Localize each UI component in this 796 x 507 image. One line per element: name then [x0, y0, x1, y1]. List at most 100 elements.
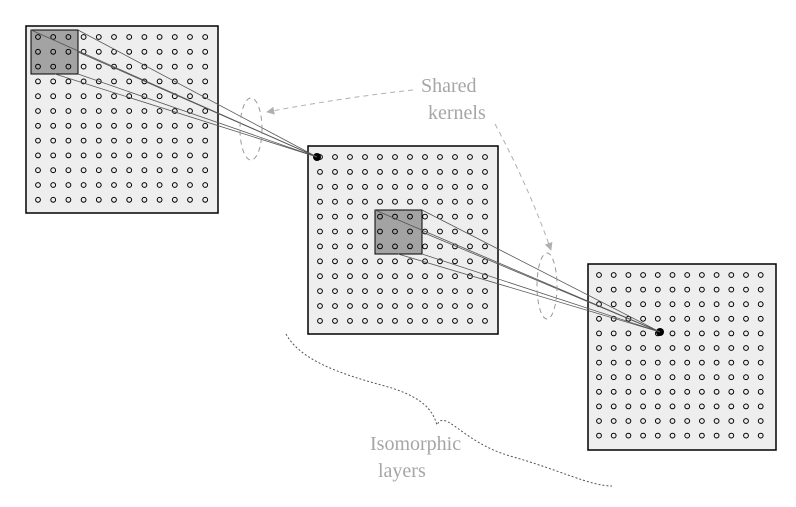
- neuron: [437, 258, 443, 265]
- neuron: [482, 169, 488, 175]
- neuron: [757, 432, 764, 439]
- neuron: [654, 345, 661, 351]
- neuron: [422, 243, 428, 250]
- neuron: [362, 258, 368, 265]
- neuron: [437, 154, 443, 160]
- neuron: [437, 243, 443, 250]
- neuron: [757, 374, 764, 381]
- neuron: [332, 273, 338, 280]
- neuron: [699, 388, 705, 395]
- neuron: [467, 243, 473, 250]
- neuron: [684, 272, 691, 278]
- neuron: [35, 78, 41, 85]
- neuron: [65, 167, 72, 174]
- neuron: [347, 169, 353, 175]
- neuron: [669, 286, 676, 293]
- neuron: [640, 301, 646, 308]
- neuron: [654, 388, 661, 395]
- neuron: [684, 330, 691, 337]
- neuron: [35, 167, 41, 174]
- neuron: [347, 273, 353, 280]
- neuron: [610, 330, 617, 337]
- neuron: [596, 286, 602, 293]
- neuron: [332, 303, 338, 309]
- neuron: [757, 286, 764, 293]
- neuron: [610, 418, 617, 424]
- neuron: [684, 432, 691, 439]
- neuron: [640, 330, 646, 337]
- neuron: [407, 243, 413, 250]
- neuron: [347, 318, 353, 324]
- neuron: [728, 432, 735, 439]
- neuron: [625, 345, 632, 351]
- neuron: [347, 303, 353, 309]
- neuron: [596, 418, 602, 424]
- neuron: [80, 167, 87, 174]
- neuron: [111, 196, 117, 203]
- neuron: [332, 288, 338, 295]
- neuron: [422, 273, 428, 280]
- neuron: [452, 258, 458, 265]
- isomorphic-layers-label-line2: layers: [378, 460, 426, 482]
- neuron: [126, 167, 133, 174]
- neuron: [669, 403, 676, 410]
- neuron: [437, 169, 443, 175]
- neuron: [95, 108, 102, 114]
- neuron: [95, 196, 102, 203]
- neuron: [95, 182, 102, 188]
- neuron: [65, 137, 72, 144]
- neuron: [669, 359, 676, 366]
- neuron: [187, 137, 193, 144]
- neuron: [757, 345, 764, 351]
- output-neuron-grid: [596, 272, 764, 439]
- neuron: [171, 48, 178, 55]
- neuron: [467, 318, 473, 324]
- neuron: [407, 273, 413, 280]
- neuron: [317, 273, 323, 280]
- neuron: [728, 374, 735, 381]
- neuron: [467, 303, 473, 309]
- neuron: [728, 315, 735, 322]
- neuron: [640, 286, 646, 293]
- neuron: [392, 243, 398, 250]
- neuron: [377, 213, 383, 220]
- neuron: [377, 243, 383, 250]
- neuron: [202, 34, 209, 40]
- neuron: [699, 301, 705, 308]
- neuron: [317, 169, 323, 175]
- neuron: [452, 303, 458, 309]
- neuron: [713, 345, 720, 351]
- neuron: [141, 137, 148, 144]
- neuron: [202, 152, 209, 159]
- middle-neuron-grid: [317, 154, 488, 324]
- neuron: [317, 228, 323, 235]
- neuron: [743, 418, 749, 424]
- neuron: [743, 359, 749, 366]
- neuron: [669, 388, 676, 395]
- neuron: [65, 182, 72, 188]
- neuron: [596, 403, 602, 410]
- neuron: [171, 78, 178, 85]
- neuron: [50, 122, 57, 129]
- neuron: [654, 374, 661, 381]
- neuron: [467, 154, 473, 160]
- kernel-connection-line: [397, 253, 661, 333]
- neuron: [95, 137, 102, 144]
- neuron: [684, 403, 691, 410]
- neuron: [50, 78, 57, 85]
- neuron: [728, 286, 735, 293]
- neuron: [452, 183, 458, 190]
- neuron: [65, 196, 72, 203]
- neuron: [317, 303, 323, 309]
- neuron: [377, 273, 383, 280]
- neuron: [699, 272, 705, 278]
- neuron: [50, 93, 57, 100]
- neuron: [35, 34, 41, 40]
- neuron: [654, 432, 661, 439]
- neuron: [141, 152, 148, 159]
- neuron: [35, 182, 41, 188]
- neuron: [35, 137, 41, 144]
- kernel-bundle-ellipse-2: [536, 252, 558, 320]
- neuron: [65, 48, 72, 55]
